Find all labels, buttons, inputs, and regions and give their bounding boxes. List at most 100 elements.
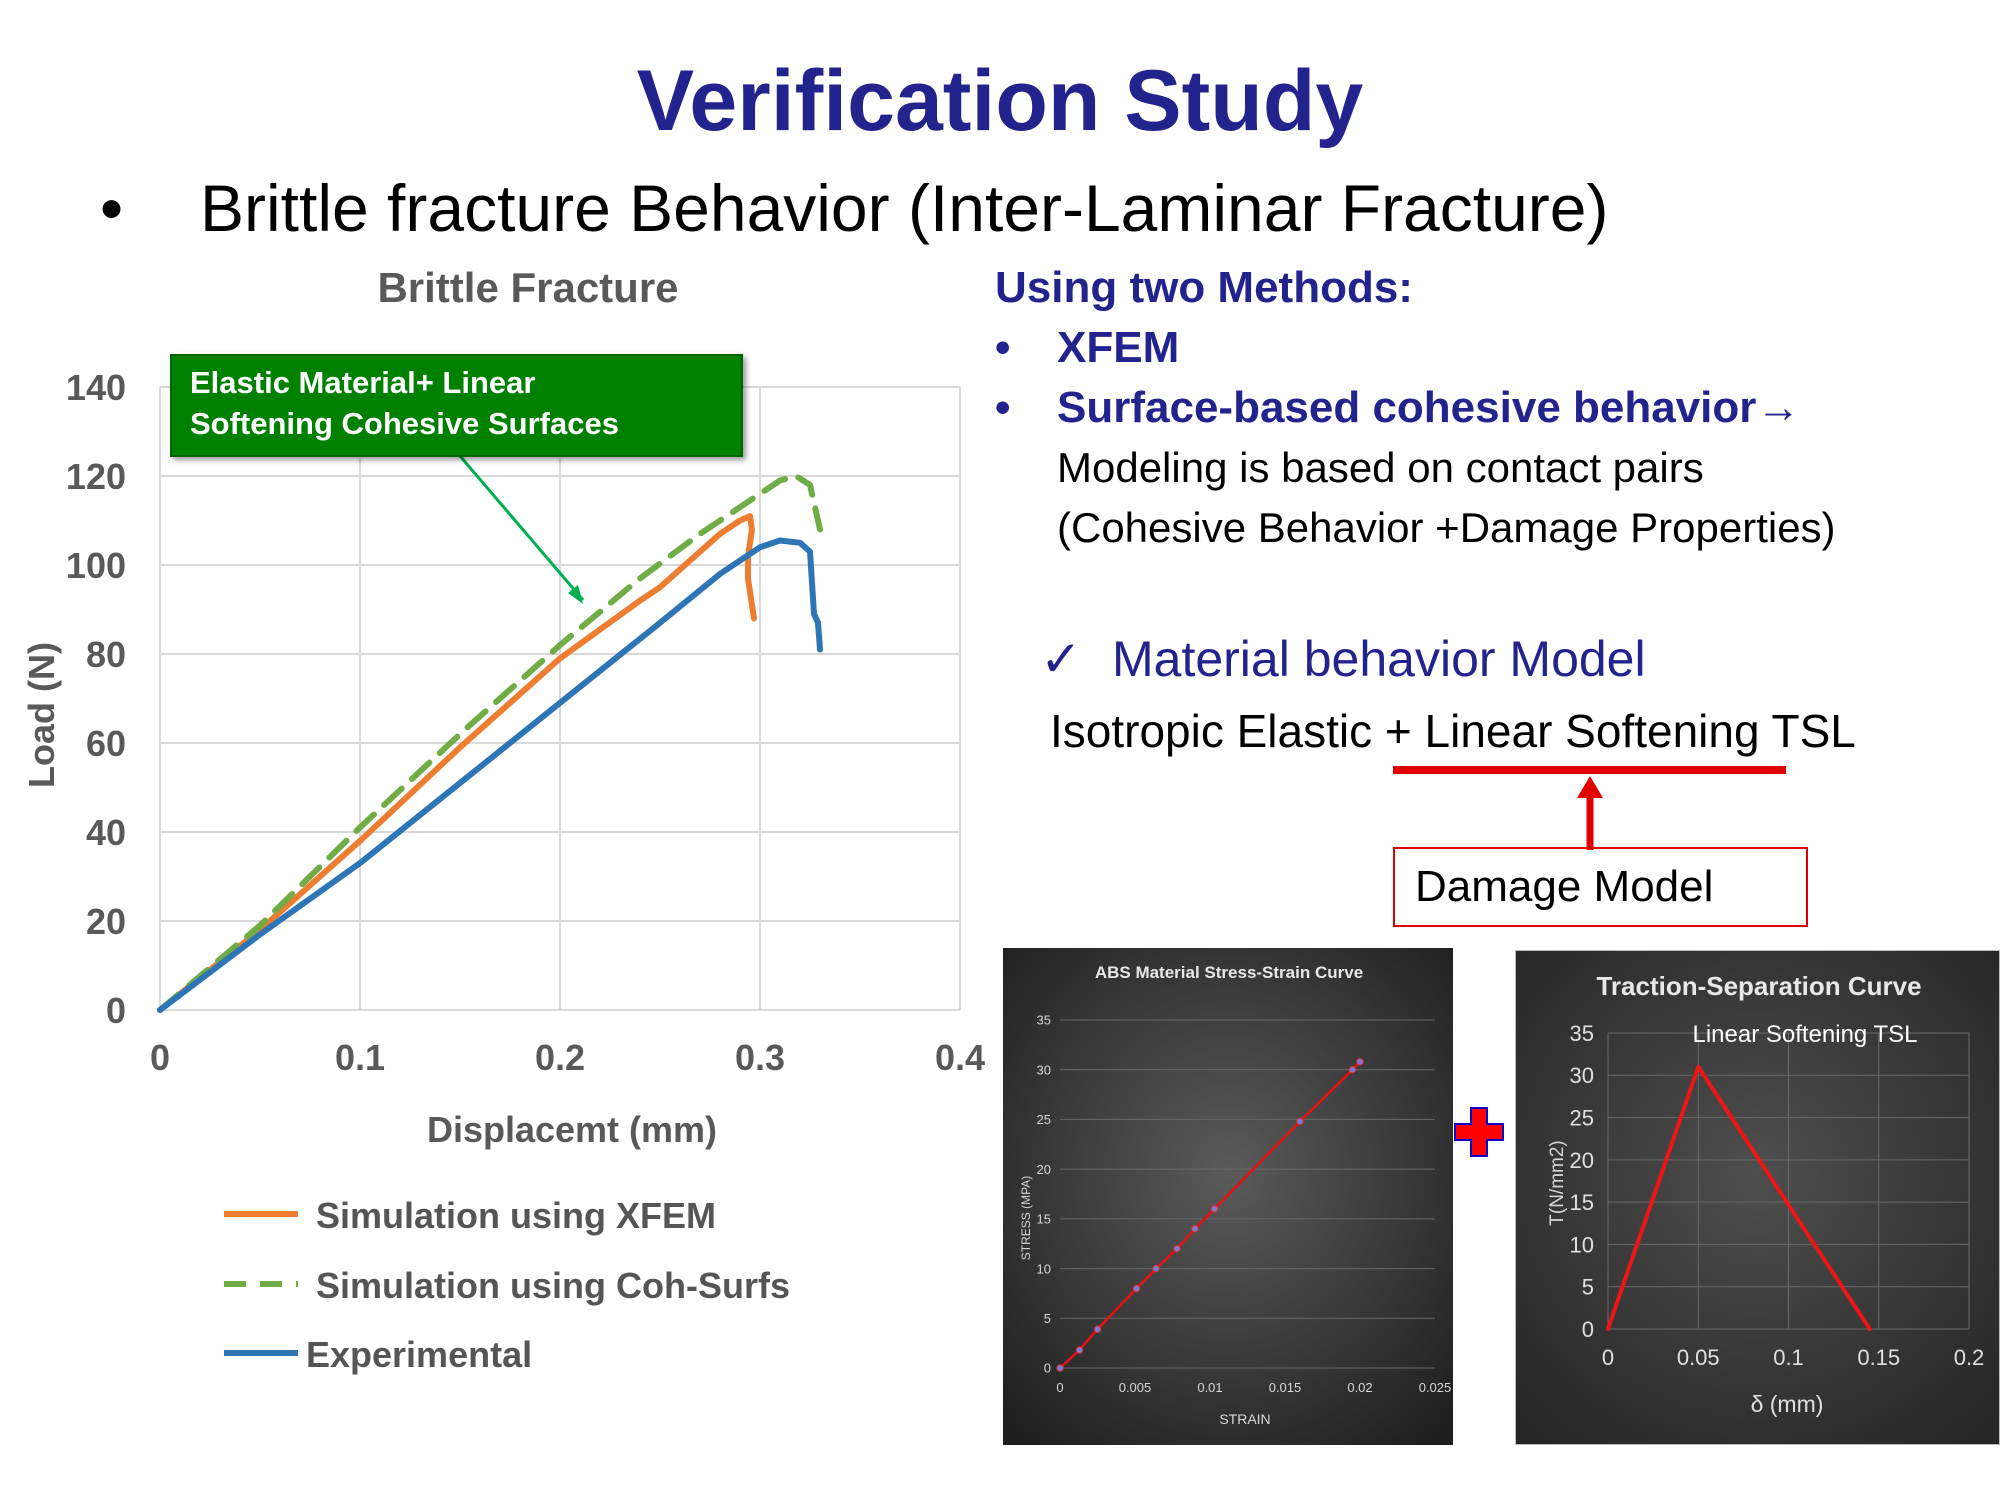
- annotation-arrow: [458, 455, 585, 601]
- mc-y-tick-6: 120: [66, 456, 126, 497]
- damage-model-box: Damage Model: [1393, 847, 1808, 927]
- tsl-y-tick-3: 15: [1570, 1190, 1594, 1215]
- y-axis-label: Load (N): [21, 642, 62, 788]
- tsl-series: [1606, 1064, 1872, 1331]
- slide-title: Verification Study: [636, 53, 1364, 149]
- ss-x-tick-0: 0: [1056, 1380, 1063, 1395]
- method-item-xfem: • XFEM: [995, 323, 1180, 372]
- check-icon: ✓: [1040, 631, 1082, 687]
- tsl-x-tick-3: 0.15: [1857, 1345, 1900, 1370]
- material-model-heading: ✓ Material behavior Model: [1040, 630, 1646, 688]
- mc-x-tick-3: 0.3: [735, 1037, 785, 1078]
- ss-point-8: [1296, 1117, 1304, 1126]
- stress-strain-series: [1056, 1058, 1364, 1372]
- ss-point-6: [1191, 1225, 1199, 1233]
- ss-point-1: [1075, 1346, 1084, 1354]
- tsl-x-tick-4: 0.2: [1954, 1345, 1985, 1370]
- tsl-y-label: T(N/mm2): [1547, 1140, 1568, 1225]
- ss-point-5: [1173, 1244, 1181, 1253]
- brittle-fracture-chart: Brittle Fracture 0 20 40 60 80 100 120 140 0 0.1…: [21, 270, 985, 1150]
- method-detail-line-2: (Cohesive Behavior +Damage Properties): [1057, 504, 1836, 551]
- mc-y-tick-7: 140: [66, 367, 126, 408]
- stress-strain-grid: [1060, 1019, 1435, 1369]
- up-arrow-icon: [1577, 776, 1603, 798]
- tsl-y-tick-1: 5: [1582, 1275, 1594, 1300]
- legend-label-experimental: Experimental: [306, 1334, 533, 1375]
- tsl-y-ticks: 0 5 10 15 20 25 30 35: [1570, 1021, 1594, 1342]
- ss-point-4: [1152, 1264, 1160, 1273]
- method-label-cohesive: Surface-based cohesive behavior→: [1057, 383, 1801, 432]
- tsl-y-tick-2: 10: [1570, 1232, 1594, 1257]
- ss-y-tick-7: 35: [1037, 1013, 1051, 1028]
- mc-x-tick-2: 0.2: [535, 1037, 585, 1078]
- ss-point-9: [1348, 1066, 1357, 1074]
- tsl-y-tick-4: 20: [1570, 1148, 1594, 1173]
- stress-strain-y-label: STRESS (MPA): [1019, 1176, 1033, 1260]
- y-tick-labels: 0 20 40 60 80 100 120 140: [66, 367, 126, 1031]
- tsl-y-tick-0: 0: [1582, 1317, 1594, 1342]
- mc-series-line-1: [157, 473, 823, 1013]
- chart-series: [157, 473, 823, 1013]
- tsl-title: Traction-Separation Curve: [1596, 971, 1921, 1001]
- mc-x-tick-0: 0: [150, 1037, 170, 1078]
- annotation-text: Elastic Material+ Linear Softening Cohes…: [190, 365, 619, 441]
- ss-y-tick-3: 15: [1037, 1212, 1051, 1227]
- chart-grid: [159, 386, 961, 1011]
- mc-x-tick-4: 0.4: [935, 1037, 985, 1078]
- mc-x-tick-1: 0.1: [335, 1037, 385, 1078]
- mc-y-tick-3: 60: [86, 723, 126, 764]
- ss-y-tick-2: 10: [1037, 1261, 1051, 1276]
- ss-point-7: [1210, 1205, 1219, 1213]
- tsl-x-tick-2: 0.1: [1773, 1345, 1804, 1370]
- mc-y-tick-0: 0: [106, 990, 126, 1031]
- damage-connector: [1393, 766, 1786, 850]
- tsl-x-ticks: 0 0.05 0.1 0.15 0.2: [1602, 1345, 1984, 1370]
- stress-strain-title: ABS Material Stress-Strain Curve: [1095, 963, 1363, 982]
- annotation-box: [170, 354, 743, 457]
- x-tick-labels: 0 0.1 0.2 0.3 0.4: [150, 1037, 985, 1078]
- ss-x-tick-5: 0.025: [1419, 1380, 1452, 1395]
- ss-point-3: [1132, 1284, 1141, 1293]
- traction-separation-chart: Traction-Separation Curve 0 5 10 15 20 25 30 35…: [1515, 950, 2000, 1445]
- tsl-subtitle: Linear Softening TSL: [1692, 1021, 1917, 1048]
- legend-label-xfem: Simulation using XFEM: [316, 1195, 717, 1236]
- main-bullet-text: Brittle fracture Behavior (Inter-Laminar…: [200, 171, 1609, 245]
- ss-y-tick-1: 5: [1044, 1311, 1051, 1326]
- material-model-description: Isotropic Elastic + Linear Softening TSL: [1050, 705, 1856, 757]
- method-detail-line-1: Modeling is based on contact pairs: [1057, 444, 1704, 491]
- mc-y-tick-2: 40: [86, 812, 126, 853]
- methods-heading: Using two Methods:: [995, 263, 1413, 312]
- tsl-y-tick-7: 35: [1570, 1021, 1594, 1046]
- annotation-arrowhead: [568, 585, 583, 604]
- ss-y-tick-6: 30: [1037, 1062, 1051, 1077]
- ss-y-tick-5: 25: [1037, 1112, 1051, 1127]
- ss-point-0: [1056, 1364, 1064, 1372]
- ss-x-tick-2: 0.01: [1197, 1380, 1222, 1395]
- tsl-x-tick-1: 0.05: [1677, 1345, 1720, 1370]
- mc-y-tick-4: 80: [86, 634, 126, 675]
- plus-icon: [1454, 1107, 1504, 1157]
- main-bullet: • Brittle fracture Behavior (Inter-Lamina…: [100, 170, 1608, 246]
- tsl-grid: [1607, 1032, 1970, 1330]
- stress-strain-x-label: STRAIN: [1219, 1411, 1270, 1427]
- bullet-symbol: •: [100, 171, 124, 245]
- ss-x-tick-4: 0.02: [1347, 1380, 1372, 1395]
- x-axis-label: Displacemt (mm): [427, 1109, 717, 1150]
- method-label-xfem: XFEM: [1057, 323, 1180, 372]
- ss-x-tick-1: 0.005: [1119, 1380, 1152, 1395]
- legend-label-coh-surfs: Simulation using Coh-Surfs: [316, 1265, 790, 1306]
- tsl-y-tick-5: 25: [1570, 1105, 1594, 1130]
- tsl-x-label: δ (mm): [1751, 1391, 1824, 1417]
- ss-y-tick-0: 0: [1044, 1361, 1051, 1376]
- material-model-title: Material behavior Model: [1112, 631, 1646, 687]
- chart-title: Brittle Fracture: [377, 270, 678, 311]
- mc-series-line-2: [157, 537, 823, 1013]
- ss-x-tick-3: 0.015: [1269, 1380, 1302, 1395]
- ss-y-tick-4: 20: [1037, 1162, 1051, 1177]
- stress-strain-y-ticks: 0 5 10 15 20 25 30 35: [1037, 1013, 1051, 1376]
- ss-point-10: [1356, 1058, 1364, 1066]
- ss-point-2: [1093, 1325, 1102, 1333]
- tsl-series-line-0: [1606, 1064, 1872, 1331]
- stress-strain-chart: ABS Material Stress-Strain Curve 0 5 10 15 2…: [1003, 948, 1453, 1445]
- methods-block: Using two Methods: • XFEM • Surface-based …: [995, 258, 1836, 558]
